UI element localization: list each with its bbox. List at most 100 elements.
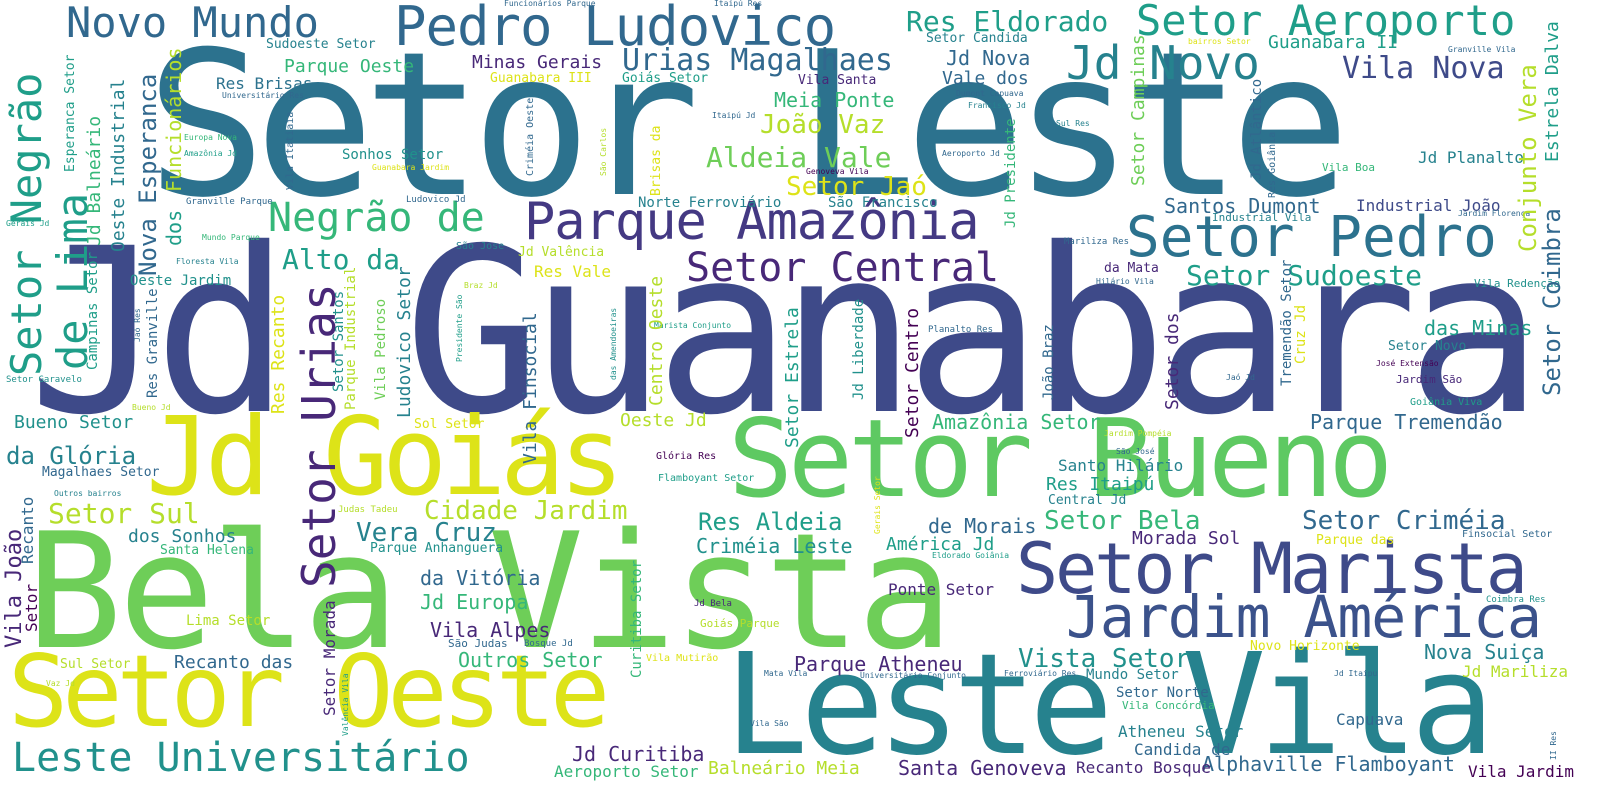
word-jao-res: Jaó Res — [133, 308, 142, 342]
word-brisas-da: Brisas da — [649, 125, 664, 196]
word-sao-jose: São José — [1116, 447, 1155, 456]
word-dos: dos — [162, 209, 186, 246]
word-setor-marista: Setor Marista — [1016, 528, 1528, 610]
word-atheneu-setor: Atheneu Setor — [1118, 722, 1244, 741]
word-res-aldeia: Res Aldeia — [698, 508, 843, 536]
word-res-vale: Res Vale — [534, 262, 612, 281]
word-esperanca-setor: Esperanca Setor — [63, 54, 78, 172]
word-res-granville: Res Granville — [145, 288, 161, 398]
word-hilario-vila: Hilário Vila — [1096, 277, 1154, 286]
word-recanto-das: Recanto das — [174, 652, 294, 673]
word-setor-santos: Setor Santos — [331, 290, 347, 392]
word-setor-central: Setor Central — [686, 245, 1000, 291]
word-bueno-setor: Bueno Setor — [14, 412, 134, 433]
word-funcionarios: Funcionários — [162, 47, 186, 193]
word-vale-dos: Vale dos — [942, 68, 1029, 89]
word-jd-europa: Jd Europa — [420, 590, 529, 614]
word-outros-bairros: Outros bairros — [54, 489, 122, 498]
word-setor-bueno: Setor Bueno — [728, 397, 1393, 522]
word-judas-tadeu: Judas Tadeu — [338, 505, 398, 515]
word-jd-mariliza: Jd Marilizа — [1462, 662, 1568, 681]
word-jd-itaipu: Jd Itaipu — [1334, 669, 1378, 678]
word-bela-vista: Bela Vista — [26, 498, 953, 685]
word-santo-hilario: Santo Hilário — [1058, 456, 1184, 475]
word-industrial-vila: Industrial Vila — [1212, 211, 1312, 224]
word-funcionarios-parque: Funcionários Parque — [504, 0, 596, 8]
word-bairros-setor: bairros Setor — [1188, 37, 1251, 46]
word-eldorado-goiania: Eldorado Goiânia — [932, 551, 1010, 560]
word-setor-pedro: Setor Pedro — [1126, 205, 1497, 270]
word-da-mata: da Mata — [1104, 261, 1159, 276]
word-jd-novo: Jd Novo — [1066, 36, 1260, 90]
word-gloria-res: Glória Res — [656, 451, 717, 462]
word-mundo-setor: Mundo Setor — [1086, 667, 1179, 683]
word-setor-crimeia: Setor Criméia — [1302, 506, 1506, 536]
word-jao-jd: Jaó Jd — [1226, 373, 1255, 382]
word-bueno-jd: Bueno Jd — [132, 403, 171, 412]
word-sul-res: Sul Res — [1056, 119, 1090, 128]
word-balneario-meia: Balneário Meia — [708, 758, 860, 779]
word-alphaville-flamboyant: Alphaville Flamboyant — [1202, 752, 1455, 776]
word-setor-candida: Setor Candida — [926, 31, 1028, 46]
word-oeste-jardim: Oeste Jardim — [130, 273, 232, 289]
word-campinas-setor: Campinas Setor — [85, 251, 101, 370]
word-vila-boa: Vila Boa — [1322, 161, 1375, 174]
word-sao-jose-2: São Jose — [456, 241, 505, 252]
word-magalhaes-setor: Magalhaes Setor — [42, 465, 160, 480]
word-setor-oeste: Setor Oeste — [8, 633, 610, 750]
word-bosque-jd: Bosque Jd — [524, 639, 573, 649]
word-da-gloria: da Glória — [6, 442, 137, 470]
word-vaz-jd: Vaz Jd — [46, 679, 75, 688]
word-francisco-jd: Francisco Jd — [968, 101, 1026, 110]
word-ludovico-setor: Ludovico Setor — [394, 266, 415, 418]
word-guanabara-jardim: Guanabara Jardim — [372, 163, 450, 172]
word-negrao-de: Negrão de — [268, 195, 485, 241]
word-crimeia-leste: Criméia Leste — [696, 534, 853, 558]
word-vila-santa: Vila Santa — [798, 73, 877, 88]
word-outros-setor: Outros Setor — [458, 648, 603, 672]
word-tremendao-setor: Tremendão Setor — [1279, 259, 1295, 386]
word-parque-anhanguera: Parque Anhanguera — [370, 541, 504, 556]
word-parque-das: Parque das — [1316, 533, 1395, 548]
word-jd-guanabara: Jd Guanabara — [28, 199, 1543, 465]
word-setor-leste: Setor Leste — [146, 9, 1351, 242]
word-marista-conjunto: Marista Conjunto — [654, 321, 732, 330]
word-santos-dumont: Santos Dumont — [1164, 194, 1321, 218]
word-vila-nova: Vila Nova — [1342, 51, 1505, 86]
word-res-recanto: Res Recanto — [268, 294, 289, 414]
word-valencia-vila: Valência Vila — [341, 673, 350, 736]
word-jd-nova: Jd Nova — [946, 46, 1031, 70]
word-joao-braz: João Braz — [1041, 324, 1057, 400]
word-sao-judas: São Judas — [448, 637, 508, 650]
word-santa-genoveva: Santa Genoveva — [898, 756, 1067, 780]
word-finsocial-setor: Finsocial Setor — [1462, 529, 1553, 540]
word-norte-ferroviario: Norte Ferroviário — [638, 195, 782, 211]
word-setor-sul: Setor Sul — [48, 497, 200, 530]
word-ludovico-jd: Ludovico Jd — [406, 195, 466, 205]
word-jd-presidente: Jd Presidente — [1003, 118, 1019, 228]
word-floresta-vila: Floresta Vila — [176, 257, 239, 266]
word-gerais-setor: Gerais Setor — [873, 476, 882, 534]
word-jd-balneario: Jd Balneário — [84, 115, 105, 246]
word-setor-campinas: Setor Campinas — [1128, 34, 1149, 186]
word-setor-estrela: Setor Estrela — [782, 307, 803, 448]
word-aldeia-vale: Aldeia Vale — [706, 141, 892, 174]
word-vila-jardim: Vila Jardim — [1468, 762, 1574, 781]
word-vila-concordia: Vila Concórdia — [1122, 699, 1215, 712]
word-leste-vila: Leste Vila — [724, 624, 1495, 787]
word-nova-suica: Nova Suiça — [1424, 640, 1545, 664]
word-jd-planalto: Jd Planalto — [1418, 148, 1524, 167]
word-sao-carlos: São Carlos — [599, 127, 608, 176]
word-sul-setor: Sul Setor — [60, 657, 131, 672]
word-braz-jd: Braz Jd — [464, 281, 498, 290]
word-jd-bela: Jd Bela — [694, 599, 732, 609]
word-jose-extensao: José Extensão — [1376, 359, 1439, 368]
word-morada-sol: Morada Sol — [1132, 528, 1241, 549]
word-setor-norte: Setor Norte — [1116, 685, 1209, 701]
word-ii-res: II Res — [1549, 731, 1558, 760]
word-jd-curitiba: Jd Curitiba — [572, 742, 705, 766]
word-aeroporto-setor: Aeroporto Setor — [554, 762, 699, 781]
word-setor-dos: Setor dos — [1162, 312, 1183, 410]
word-jardim-america: Jardim América — [1066, 583, 1542, 651]
